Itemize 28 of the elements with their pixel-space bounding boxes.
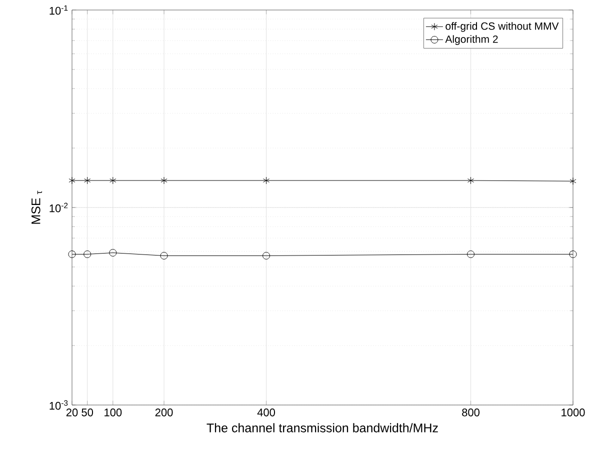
x-tick-label: 200 — [155, 408, 173, 416]
point — [84, 250, 92, 258]
x-tick-label: 100 — [104, 408, 122, 416]
x-tick-label: 800 — [462, 408, 480, 416]
legend-label: off-grid CS without MMV — [446, 22, 559, 32]
point — [68, 250, 76, 258]
y-tick-label: 10$^{-2}$ — [50, 202, 68, 212]
point — [467, 176, 474, 184]
point — [262, 176, 270, 184]
point — [109, 249, 117, 257]
x-tick-label: 400 — [257, 408, 276, 416]
point — [569, 250, 577, 258]
y-tick-label: 10$^{-3}$ — [50, 400, 68, 410]
x-tick-label: 20 — [66, 408, 78, 416]
point — [84, 176, 91, 184]
point — [160, 176, 168, 184]
point — [467, 250, 474, 258]
point — [160, 252, 168, 260]
legend-label: Algorithm 2 — [445, 35, 498, 45]
point — [68, 176, 76, 184]
y-axis-title: MSE $_{τ}$ — [31, 190, 42, 224]
point — [110, 176, 116, 184]
y-tick-label: 10$^{-1}$ — [50, 5, 68, 15]
point — [262, 252, 270, 260]
x-tick-label: 1000 — [562, 408, 585, 416]
x-axis-title: The channel transmission bandwidth/MHz — [206, 423, 438, 432]
x-tick-label: 50 — [82, 408, 94, 416]
point — [570, 177, 576, 185]
